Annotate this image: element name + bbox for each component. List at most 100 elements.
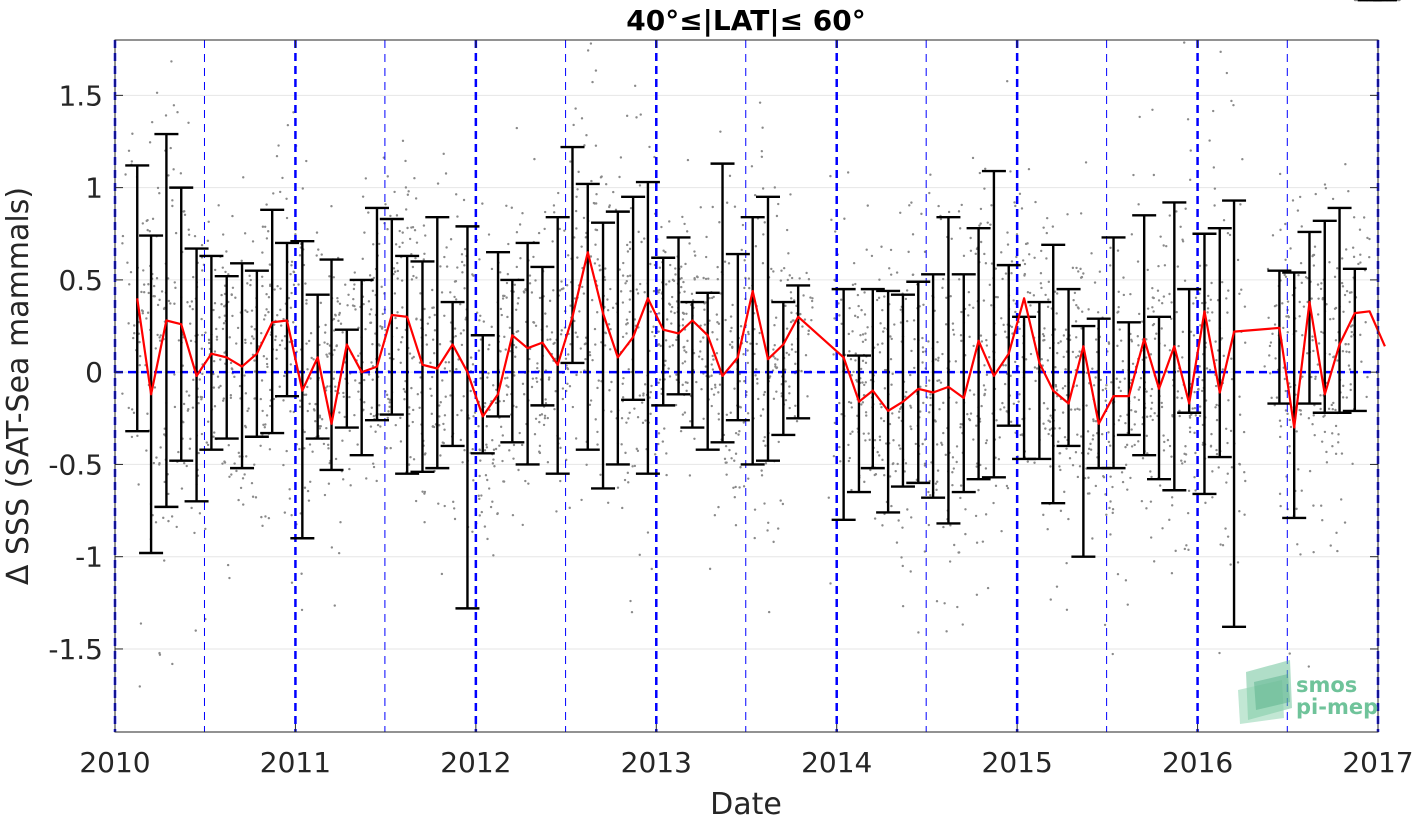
- scatter-point: [1328, 353, 1331, 356]
- scatter-point: [240, 259, 243, 263]
- scatter-point: [992, 501, 995, 505]
- scatter-point: [269, 404, 272, 408]
- scatter-point: [1211, 109, 1215, 113]
- scatter-point: [1336, 359, 1339, 362]
- scatter-point: [650, 384, 653, 388]
- scatter-point: [499, 350, 502, 353]
- scatter-point: [192, 378, 195, 382]
- scatter-point: [275, 348, 278, 352]
- scatter-point: [593, 327, 597, 331]
- scatter-point: [574, 331, 577, 334]
- scatter-point: [1368, 255, 1371, 259]
- scatter-point: [490, 325, 493, 329]
- scatter-point: [619, 290, 623, 293]
- scatter-point: [829, 174, 832, 178]
- scatter-point: [1149, 536, 1153, 539]
- scatter-point: [569, 343, 572, 346]
- scatter-point: [863, 313, 867, 316]
- scatter-point: [206, 239, 210, 243]
- scatter-point: [187, 121, 190, 125]
- scatter-point: [546, 338, 549, 342]
- scatter-point: [1061, 387, 1065, 390]
- scatter-point: [357, 326, 360, 330]
- scatter-point: [968, 418, 972, 422]
- scatter-point: [1077, 307, 1080, 310]
- scatter-point: [477, 494, 480, 497]
- scatter-point: [838, 401, 841, 405]
- scatter-point: [1077, 270, 1080, 273]
- scatter-point: [1034, 379, 1037, 383]
- scatter-point: [589, 399, 593, 402]
- scatter-point: [1101, 388, 1105, 392]
- scatter-point: [788, 385, 791, 388]
- scatter-point: [927, 490, 930, 494]
- scatter-point: [1040, 358, 1043, 361]
- scatter-point: [200, 243, 204, 247]
- scatter-point: [404, 186, 408, 189]
- scatter-point: [590, 179, 593, 183]
- scatter-point: [1359, 333, 1362, 337]
- scatter-point: [505, 281, 509, 285]
- scatter-point: [790, 343, 794, 346]
- scatter-point: [978, 171, 982, 175]
- scatter-point: [592, 201, 596, 205]
- scatter-point: [431, 425, 435, 428]
- scatter-point: [200, 396, 204, 399]
- scatter-point: [1298, 195, 1302, 199]
- scatter-point: [581, 285, 584, 289]
- scatter-point: [442, 422, 445, 426]
- scatter-point: [1153, 412, 1156, 415]
- scatter-point: [328, 352, 331, 355]
- scatter-point: [490, 267, 494, 271]
- scatter-point: [597, 379, 600, 382]
- scatter-point: [1368, 237, 1371, 241]
- scatter-point: [846, 171, 850, 174]
- scatter-point: [718, 221, 721, 224]
- scatter-point: [182, 421, 185, 424]
- scatter-point: [1170, 496, 1174, 499]
- scatter-point: [753, 508, 757, 511]
- scatter-point: [971, 156, 975, 160]
- scatter-point: [543, 416, 547, 420]
- scatter-point: [576, 256, 579, 259]
- scatter-point: [380, 327, 384, 330]
- scatter-point: [1117, 305, 1120, 309]
- scatter-point: [318, 427, 322, 430]
- scatter-point: [730, 326, 733, 330]
- scatter-point: [937, 379, 941, 382]
- scatter-point: [1123, 377, 1126, 380]
- scatter-point: [638, 184, 642, 187]
- scatter-point: [223, 314, 227, 317]
- scatter-point: [873, 439, 877, 442]
- y-tick-label: 0.5: [58, 264, 103, 297]
- scatter-point: [972, 306, 975, 309]
- scatter-point: [940, 441, 943, 445]
- scatter-point: [1317, 297, 1320, 300]
- scatter-point: [264, 314, 267, 317]
- scatter-point: [958, 227, 962, 230]
- scatter-point: [414, 256, 417, 260]
- scatter-point: [734, 431, 738, 435]
- scatter-point: [699, 206, 702, 209]
- scatter-point: [575, 195, 578, 198]
- scatter-point: [984, 388, 987, 392]
- scatter-point: [372, 276, 376, 280]
- scatter-point: [936, 469, 940, 472]
- scatter-point: [382, 156, 385, 159]
- scatter-point: [810, 299, 814, 303]
- scatter-point: [733, 459, 736, 462]
- scatter-point: [242, 503, 245, 506]
- scatter-point: [920, 212, 923, 216]
- scatter-point: [452, 500, 455, 504]
- scatter-point: [530, 385, 534, 389]
- scatter-point: [279, 308, 282, 312]
- scatter-point: [363, 401, 366, 404]
- scatter-point: [878, 435, 882, 438]
- scatter-point: [283, 374, 286, 378]
- scatter-point: [486, 537, 489, 541]
- scatter-point: [547, 378, 551, 381]
- scatter-point: [761, 187, 765, 190]
- scatter-point: [1151, 306, 1154, 309]
- scatter-point: [1003, 382, 1007, 386]
- scatter-point: [607, 323, 611, 326]
